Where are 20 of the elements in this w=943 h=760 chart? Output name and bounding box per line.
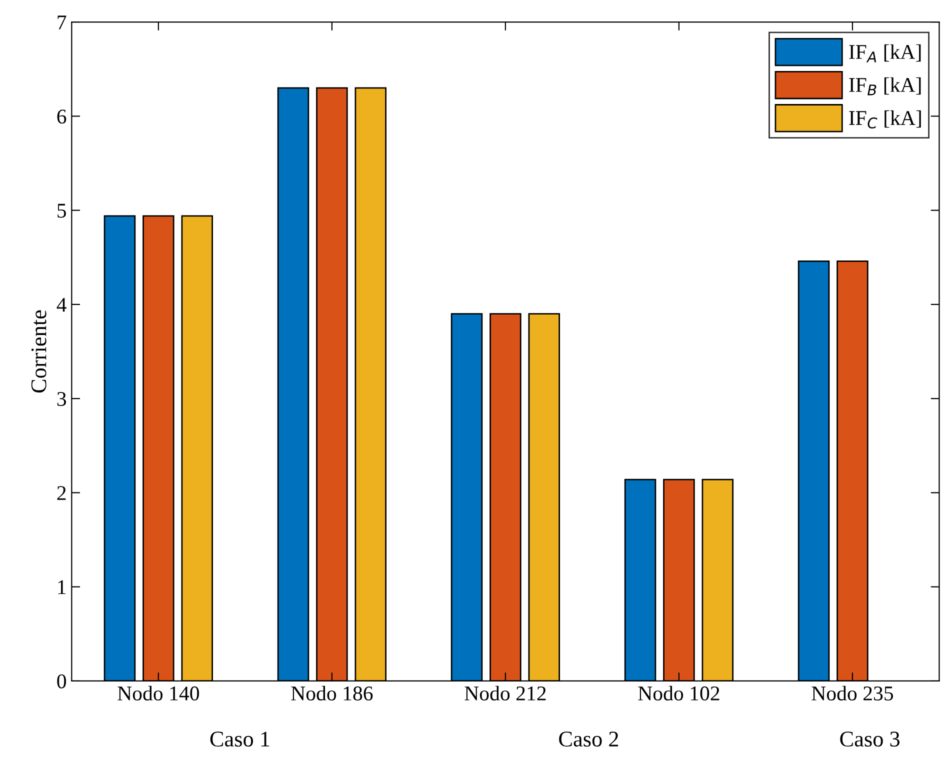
y-tick-label: 5 (58, 204, 66, 218)
text: Caso 2 (559, 732, 618, 747)
text: Caso 1 (210, 732, 270, 747)
x-tick-label: Nodo 102 (638, 686, 720, 700)
y-tick-label: 7 (58, 16, 66, 30)
legend-label: IF$_{B}$ [kA] (849, 77, 921, 96)
y-tick-label: 2 (57, 486, 66, 500)
y-tick-label: 3 (57, 392, 66, 406)
y-tick-label: 0 (57, 674, 66, 688)
y-axis-title: Corriente (31, 310, 46, 393)
legend-label: IF$_{C}$ [kA] (849, 110, 921, 128)
y-tick-label: 6 (57, 110, 66, 124)
x-tick-label: Nodo 235 (812, 686, 894, 700)
text: Caso 3 (840, 732, 900, 747)
y-tick-label: 4 (56, 298, 66, 312)
x-tick-label: Nodo 212 (464, 686, 546, 700)
legend-label: IF$_{A}$ [kA] (849, 44, 921, 62)
y-tick-label: 1 (58, 580, 66, 594)
x-tick-label: Nodo 140 (118, 686, 200, 700)
x-tick-label: Nodo 186 (291, 686, 373, 700)
